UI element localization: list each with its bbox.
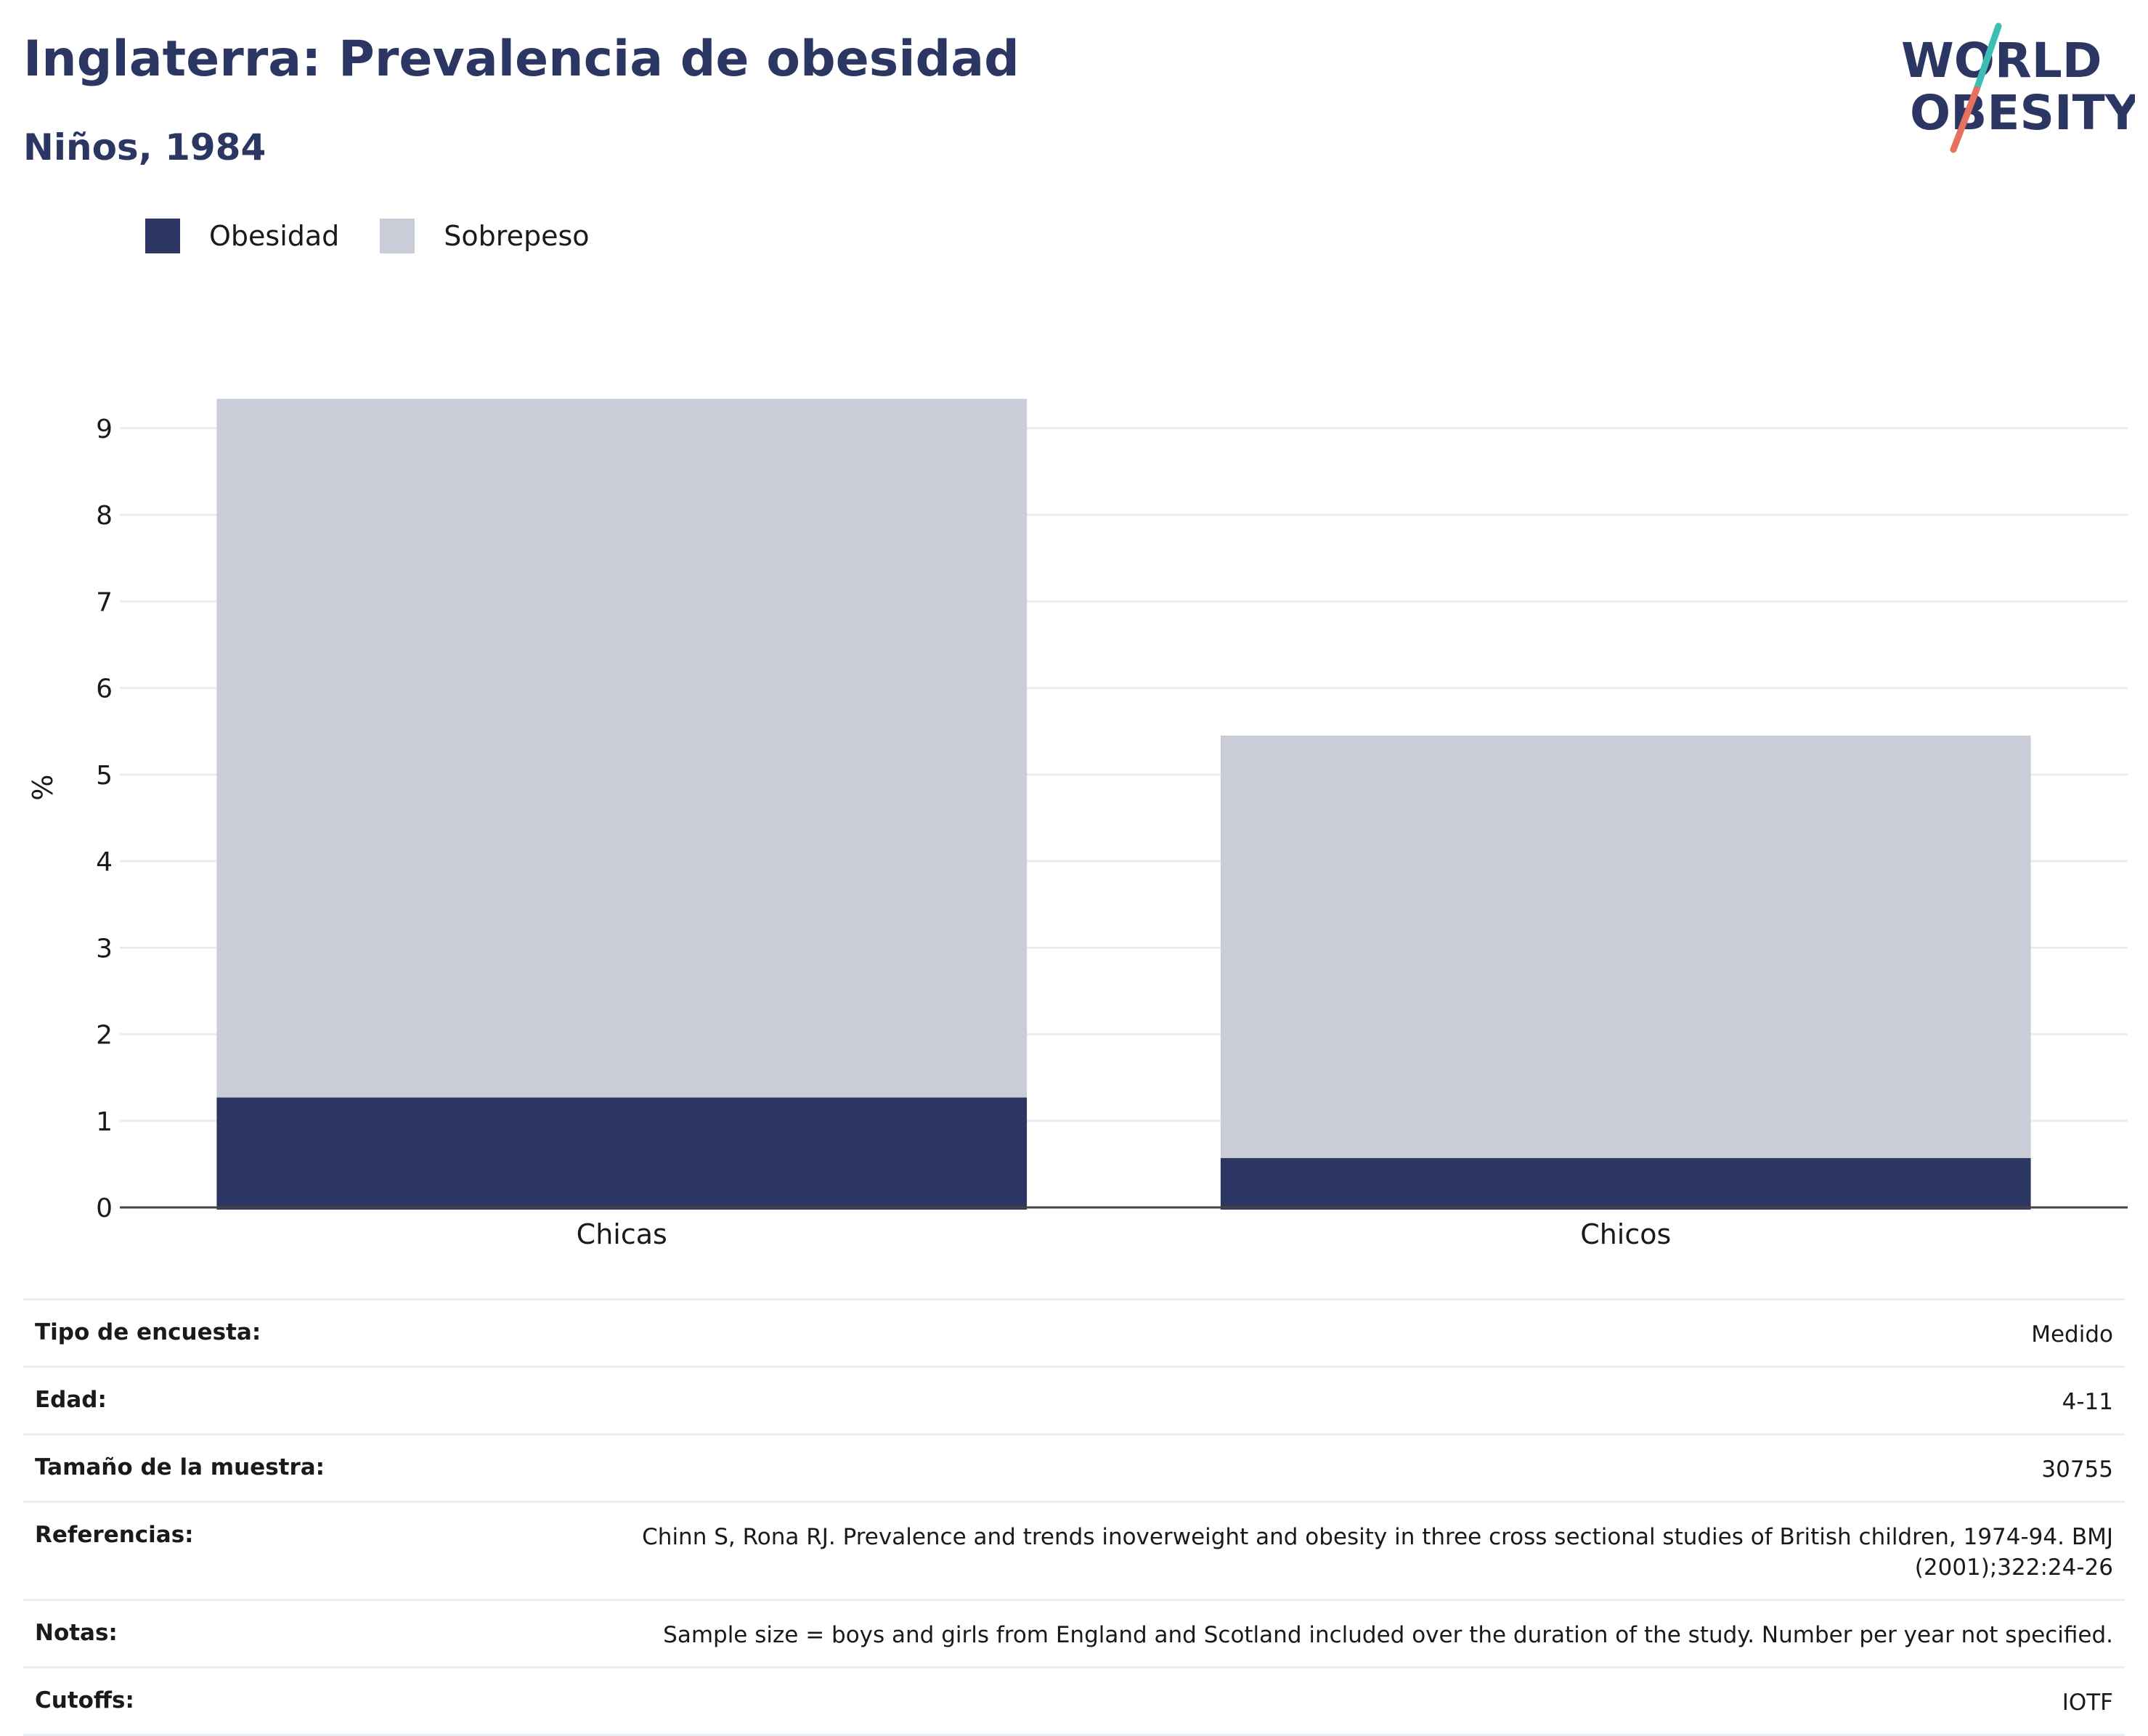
y-tick-label: 0 <box>96 1194 113 1223</box>
metadata-row: Edad: 4-11 <box>23 1366 2125 1433</box>
world-obesity-logo: WORLD OBESITY <box>1901 23 2135 153</box>
bar-sobrepeso-chicos <box>1220 735 2031 1159</box>
metadata-row: Tipo de encuesta: Medido <box>23 1298 2125 1366</box>
legend-label-obesidad: Obesidad <box>209 220 340 252</box>
metadata-row: Cutoffs: IOTF <box>23 1666 2125 1736</box>
metadata-label: Cutoffs: <box>35 1687 134 1713</box>
logo-slash-teal <box>1973 23 2002 93</box>
y-tick-label: 3 <box>96 934 113 963</box>
y-tick-label: 8 <box>96 501 113 531</box>
metadata-value: 30755 <box>2041 1456 2113 1483</box>
metadata-label: Referencias: <box>35 1522 194 1548</box>
logo-line-1: WORLD <box>1901 33 2102 89</box>
y-tick-label: 5 <box>96 761 113 791</box>
legend-item-sobrepeso[interactable]: Sobrepeso <box>380 219 590 253</box>
chart-title: Inglaterra: Prevalencia de obesidad <box>23 30 1020 88</box>
metadata-value: Medido <box>2031 1321 2113 1348</box>
bar-sobrepeso-chicas <box>216 399 1028 1098</box>
y-axis-label: % <box>27 775 59 801</box>
chart-subtitle: Niños, 1984 <box>23 126 267 168</box>
x-tick-label: Chicas <box>577 1218 667 1250</box>
logo-slash-coral <box>1950 86 1980 153</box>
y-tick-label: 6 <box>96 675 113 704</box>
legend: Obesidad Sobrepeso <box>145 216 630 256</box>
metadata-row: Notas: Sample size = boys and girls from … <box>23 1599 2125 1666</box>
y-tick-label: 9 <box>96 415 113 444</box>
logo-line-2: OBESITY <box>1910 85 2135 141</box>
legend-item-obesidad[interactable]: Obesidad <box>145 219 339 253</box>
metadata-value: IOTF <box>2062 1690 2113 1716</box>
metadata-row: Referencias: Chinn S, Rona RJ. Prevalence… <box>23 1501 2125 1599</box>
bar-obesidad-chicos <box>1220 1158 2031 1210</box>
y-tick-label: 7 <box>96 587 113 617</box>
legend-swatch-obesidad <box>145 219 180 253</box>
legend-swatch-sobrepeso <box>380 219 415 253</box>
metadata-label: Tipo de encuesta: <box>35 1319 261 1345</box>
y-tick-label: 1 <box>96 1107 113 1137</box>
legend-label-sobrepeso: Sobrepeso <box>444 220 590 252</box>
metadata-label: Edad: <box>35 1387 107 1413</box>
metadata-table: Tipo de encuesta: Medido Edad: 4-11 Tamaño d… <box>23 1298 2125 1736</box>
x-tick-label: Chicos <box>1580 1218 1671 1250</box>
y-tick-label: 4 <box>96 847 113 877</box>
y-tick-label: 2 <box>96 1021 113 1051</box>
bar-chart: 0 1 2 3 4 5 6 7 8 9% Chicas Chicos <box>27 399 2128 1250</box>
metadata-value: 4-11 <box>2062 1389 2113 1415</box>
bar-obesidad-chicas <box>216 1097 1028 1210</box>
metadata-row: Tamaño de la muestra: 30755 <box>23 1433 2125 1501</box>
metadata-value: Chinn S, Rona RJ. Prevalence and trends … <box>642 1524 2113 1581</box>
metadata-label: Tamaño de la muestra: <box>35 1454 325 1480</box>
metadata-label: Notas: <box>35 1620 118 1646</box>
metadata-value: Sample size = boys and girls from Englan… <box>663 1622 2113 1648</box>
